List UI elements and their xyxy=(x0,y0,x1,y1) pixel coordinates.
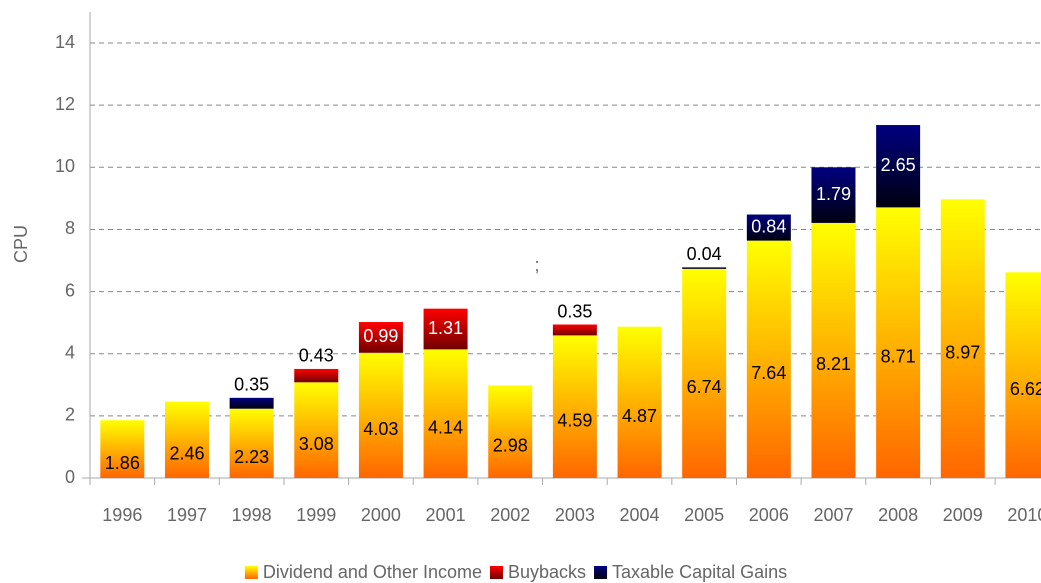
legend-swatch xyxy=(594,566,608,579)
data-label: 0.04 xyxy=(687,244,722,264)
data-label: 0.35 xyxy=(557,301,592,321)
bar-segment xyxy=(164,401,209,478)
bar-segment xyxy=(358,322,403,353)
data-label: 1.79 xyxy=(816,184,851,204)
bar-segment xyxy=(488,385,533,478)
bar-segment xyxy=(294,368,339,383)
data-label: 0.35 xyxy=(234,375,269,395)
legend-label: Buybacks xyxy=(508,562,586,582)
bar-segment xyxy=(746,240,791,478)
x-tick-label: 2007 xyxy=(813,505,853,525)
data-label: 0.99 xyxy=(363,326,398,346)
bar-segment xyxy=(811,167,856,223)
legend-swatch xyxy=(489,566,503,579)
bar-segment xyxy=(229,408,274,478)
bar-segment xyxy=(552,335,597,478)
data-label: 2.46 xyxy=(169,444,204,464)
y-tick-label: 8 xyxy=(65,218,75,238)
y-tick-label: 4 xyxy=(65,342,75,362)
bar-segment xyxy=(1005,272,1041,478)
y-tick-label: 12 xyxy=(55,94,75,114)
bar-segment xyxy=(811,222,856,478)
bar-segment xyxy=(682,268,727,478)
data-label: 4.03 xyxy=(363,419,398,439)
data-label: 6.62 xyxy=(1010,379,1041,399)
x-tick-label: 2003 xyxy=(555,505,595,525)
y-tick-label: 14 xyxy=(55,32,75,52)
bar-segment xyxy=(746,214,791,241)
data-label: 0.43 xyxy=(299,346,334,366)
y-tick-label: 6 xyxy=(65,280,75,300)
x-tick-label: 2001 xyxy=(426,505,466,525)
data-label: 6.74 xyxy=(687,377,722,397)
x-tick-label: 2010 xyxy=(1007,505,1041,525)
data-label: 4.59 xyxy=(557,410,592,430)
bar-segment xyxy=(294,382,339,478)
data-label: 2.65 xyxy=(881,155,916,175)
bar-segment xyxy=(423,349,468,478)
x-tick-label: 1999 xyxy=(296,505,336,525)
data-label: 7.64 xyxy=(751,363,786,383)
bar-segment xyxy=(100,420,145,478)
data-label: 2.23 xyxy=(234,447,269,467)
bar-segment xyxy=(682,267,727,269)
y-tick-label: 2 xyxy=(65,405,75,425)
data-label: 8.71 xyxy=(881,346,916,366)
x-tick-label: 1998 xyxy=(232,505,272,525)
bar-segment xyxy=(552,324,597,336)
x-tick-label: 2002 xyxy=(490,505,530,525)
legend-label: Dividend and Other Income xyxy=(263,562,482,582)
data-label: 0.84 xyxy=(751,216,786,236)
bar-segment xyxy=(940,199,985,478)
x-tick-label: 2004 xyxy=(620,505,660,525)
bar-segment xyxy=(229,397,274,409)
bar-segment xyxy=(617,326,662,478)
data-label: 3.08 xyxy=(299,434,334,454)
x-tick-label: 1997 xyxy=(167,505,207,525)
annotation: ; xyxy=(534,255,539,275)
bar-segment xyxy=(876,207,921,478)
data-label: 2.98 xyxy=(493,435,528,455)
bar-segment xyxy=(876,125,921,208)
y-tick-label: 0 xyxy=(65,467,75,487)
legend-label: Taxable Capital Gains xyxy=(612,562,787,582)
x-tick-label: 2000 xyxy=(361,505,401,525)
data-label: 1.86 xyxy=(105,453,140,473)
data-label: 8.21 xyxy=(816,354,851,374)
data-label: 1.31 xyxy=(428,318,463,338)
x-tick-label: 2005 xyxy=(684,505,724,525)
y-tick-label: 10 xyxy=(55,156,75,176)
x-tick-label: 2006 xyxy=(749,505,789,525)
x-tick-label: 2009 xyxy=(943,505,983,525)
bar-segment xyxy=(423,308,468,350)
y-axis-label: CPU xyxy=(11,225,31,263)
x-tick-label: 1996 xyxy=(102,505,142,525)
x-tick-label: 2008 xyxy=(878,505,918,525)
data-label: 8.97 xyxy=(945,342,980,362)
legend-swatch xyxy=(244,566,258,579)
bar-segment xyxy=(358,352,403,478)
data-label: 4.14 xyxy=(428,417,463,437)
data-label: 4.87 xyxy=(622,406,657,426)
